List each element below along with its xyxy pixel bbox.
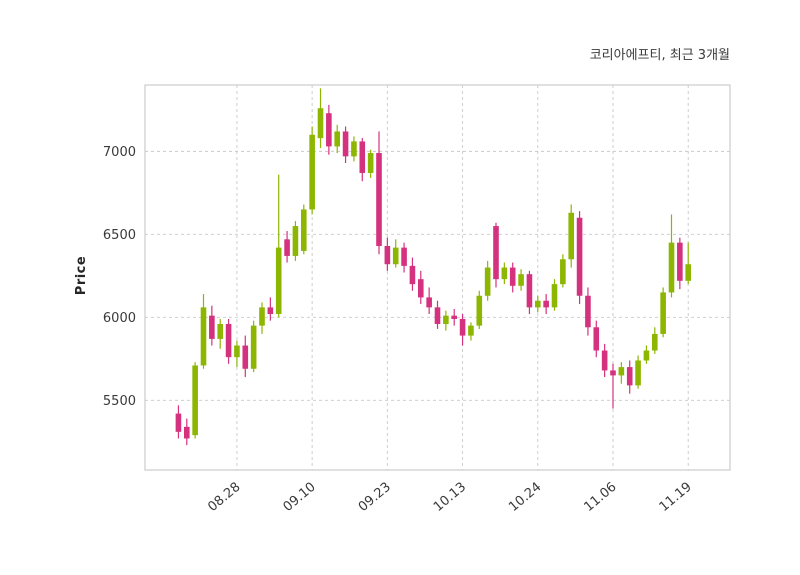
candle-body [317,108,324,139]
candle-body [183,426,190,439]
candle-body [443,315,449,324]
candle-body [392,247,399,265]
candle-body [618,367,625,376]
candle-body [259,307,265,326]
x-tick-label: 11.19 [657,480,695,515]
candle-body [292,226,299,256]
candle-body [309,134,315,210]
candle-body [543,300,549,308]
x-tick-label: 08.28 [205,480,243,515]
candle-body [493,226,499,280]
candle-body [334,131,341,147]
candle-body [476,295,483,326]
x-tick-label: 10.13 [431,480,469,515]
candle-body [459,318,466,336]
candle-body [267,307,274,315]
candle-body [526,274,533,308]
candle-body [468,325,474,336]
candle-body [509,267,516,286]
candle-body [409,265,416,285]
candle-body [209,315,215,339]
candle-body [376,153,382,246]
x-tick-label: 09.10 [281,480,319,515]
y-tick-label: 7000 [103,145,136,160]
x-tick-label: 11.06 [581,480,619,515]
candle-body [668,242,675,293]
candle-body [677,242,683,281]
x-tick-label: 09.23 [356,480,394,515]
plot-border [144,84,731,471]
y-tick-label: 5500 [103,394,136,409]
candle-body [585,295,591,328]
x-tick-label: 10.24 [506,480,544,515]
candle-body [359,141,366,173]
candle-body [534,300,541,308]
candle-body [326,113,332,147]
candle-body [384,245,391,265]
candle-body [175,413,182,432]
candle-body [225,323,232,358]
candle-body [501,267,508,280]
candle-body [560,259,566,285]
candle-body [192,365,198,436]
candle-body [300,209,307,251]
candle-body [601,350,608,371]
candle-body [217,323,224,339]
y-axis-label: Price [74,255,90,296]
candle-body [242,345,249,369]
y-tick-label: 6000 [103,311,136,326]
candle-body [576,217,583,296]
candle-body [351,141,357,157]
candle-body [643,350,650,361]
candle-body [568,212,575,260]
candle-body [651,333,658,351]
candle-body [200,307,207,366]
candle-body [284,239,290,256]
candle-body [234,345,240,358]
candle-body [484,267,491,296]
candle-body [593,327,600,351]
candle-body [250,325,257,369]
candle-body [551,284,558,308]
candle-body [401,247,407,266]
y-tick-label: 6500 [103,228,136,243]
candle-body [451,315,458,319]
candle-body [660,292,666,334]
candle-body [685,264,692,281]
candle-body [518,274,524,286]
candle-body [610,370,616,376]
candle-body [417,279,424,298]
candle-body [367,153,374,173]
candle-body [626,367,633,386]
candle-body [275,247,282,315]
candle-body [342,131,349,157]
candle-body [635,360,641,386]
chart-title: 코리아에프티, 최근 3개월 [589,48,730,63]
candle-body [434,307,441,324]
candle-body [426,297,432,308]
